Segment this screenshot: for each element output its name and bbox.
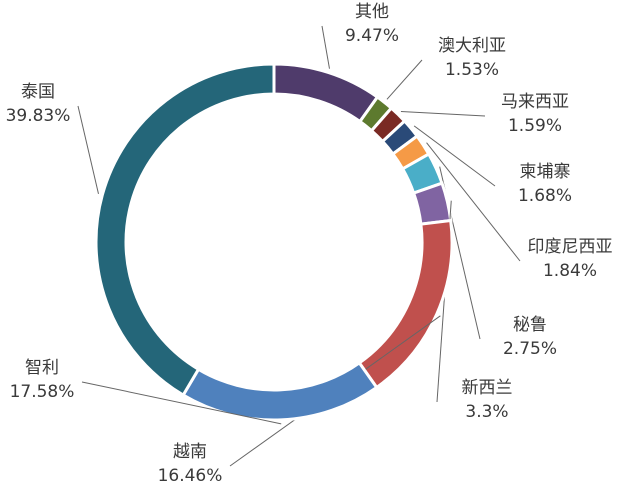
leader-line — [413, 125, 496, 187]
category-label: 澳大利亚 — [438, 36, 506, 56]
category-label: 智利 — [25, 358, 59, 378]
leader-line — [426, 142, 521, 262]
value-label: 16.46% — [158, 466, 223, 486]
donut-segment — [181, 360, 379, 422]
value-label: 1.84% — [543, 261, 597, 281]
category-label: 柬埔寨 — [520, 162, 571, 182]
value-label: 9.47% — [345, 26, 399, 46]
category-label: 马来西亚 — [501, 92, 569, 112]
leader-line — [386, 59, 423, 100]
value-label: 39.83% — [6, 106, 71, 126]
value-label: 1.68% — [518, 186, 572, 206]
category-label: 印度尼西亚 — [528, 237, 613, 257]
value-label: 1.53% — [445, 60, 499, 80]
value-label: 17.58% — [10, 382, 75, 402]
leader-line — [77, 105, 99, 194]
value-label: 3.3% — [465, 402, 508, 422]
value-label: 2.75% — [503, 339, 557, 359]
category-label: 秘鲁 — [513, 315, 547, 335]
category-label: 越南 — [173, 442, 207, 462]
leader-line — [400, 111, 486, 117]
value-label: 1.59% — [508, 116, 562, 136]
category-label: 其他 — [355, 2, 389, 22]
donut-segment — [272, 62, 380, 124]
category-label: 泰国 — [21, 82, 55, 102]
donut-segment — [94, 62, 276, 398]
donut-segment — [357, 218, 454, 390]
leader-line — [321, 25, 330, 69]
leader-line — [81, 381, 282, 425]
category-label: 新西兰 — [462, 378, 513, 398]
